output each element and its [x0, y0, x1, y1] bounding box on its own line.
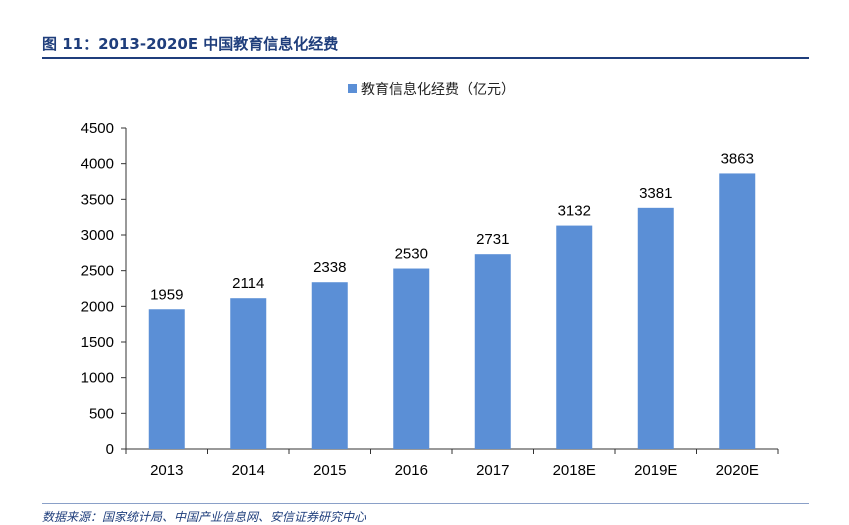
data-label-2017: 2731 — [476, 231, 509, 248]
bar-series — [148, 173, 756, 449]
x-tick-label-2017: 2017 — [476, 462, 509, 479]
data-label-2014: 2114 — [232, 275, 264, 292]
x-tick-label-2014: 2014 — [232, 462, 265, 479]
x-tick-label-2018E: 2018E — [553, 462, 596, 479]
figure-title: 图 11：2013-2020E 中国教育信息化经费 — [42, 35, 339, 53]
data-label-2013: 1959 — [150, 286, 183, 303]
y-tick-label: 1500 — [81, 334, 114, 351]
data-label-2016: 2530 — [395, 246, 428, 263]
title-divider — [42, 57, 809, 59]
x-tick-label-2019E: 2019E — [634, 462, 677, 479]
y-tick-label: 4500 — [81, 120, 114, 137]
footer-divider — [42, 503, 809, 504]
data-label-2020E: 3863 — [721, 150, 754, 167]
legend-swatch — [348, 84, 357, 93]
data-label-2019E: 3381 — [639, 185, 672, 202]
chart-legend: 教育信息化经费（亿元） — [348, 81, 515, 98]
chart-axes: 0 500 1000 1500 2000 2500 3000 3500 4000 4500 2013… — [81, 120, 779, 479]
x-tick-label-2013: 2013 — [150, 462, 183, 479]
y-tick-label: 0 — [106, 441, 114, 458]
x-tick-label-2015: 2015 — [313, 462, 346, 479]
bar-2013 — [148, 309, 185, 449]
bar-2016 — [393, 268, 430, 449]
source-note: 数据来源：国家统计局、中国产业信息网、安信证券研究中心 — [42, 510, 367, 524]
data-labels: 1959 2114 2338 2530 2731 3132 3381 3863 — [150, 150, 754, 303]
y-tick-label: 3000 — [81, 227, 114, 244]
bar-2019E — [637, 207, 674, 449]
x-tick-label-2020E: 2020E — [716, 462, 759, 479]
y-tick-label: 2500 — [81, 263, 114, 280]
bar-2020E — [719, 173, 756, 449]
bar-2017 — [474, 254, 511, 449]
data-label-2015: 2338 — [313, 259, 346, 276]
y-tick-label: 3500 — [81, 191, 114, 208]
bar-2015 — [311, 282, 348, 449]
legend-label: 教育信息化经费（亿元） — [361, 81, 515, 98]
data-label-2018E: 3132 — [558, 203, 591, 220]
y-tick-label: 500 — [89, 405, 114, 422]
y-tick-label: 2000 — [81, 298, 114, 315]
y-tick-label: 1000 — [81, 370, 114, 387]
x-tick-label-2016: 2016 — [395, 462, 428, 479]
bar-2018E — [556, 225, 593, 449]
y-tick-label: 4000 — [81, 156, 114, 173]
bar-2014 — [230, 298, 267, 449]
